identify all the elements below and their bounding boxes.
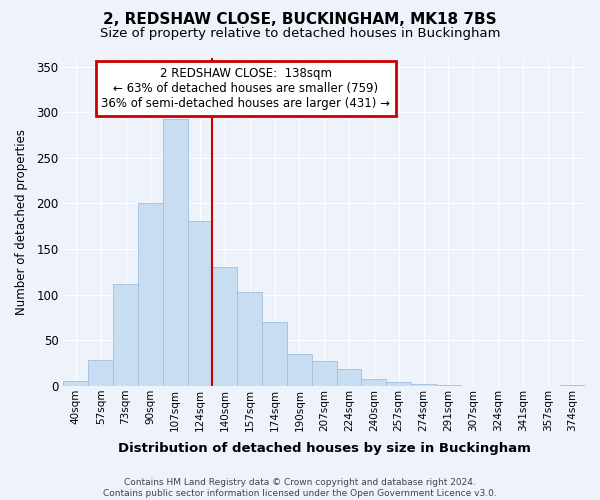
X-axis label: Distribution of detached houses by size in Buckingham: Distribution of detached houses by size … [118,442,530,455]
Bar [163,118,188,386]
Bar [113,284,138,386]
Bar [411,384,436,386]
Bar [337,368,361,386]
Text: 2, REDSHAW CLOSE, BUCKINGHAM, MK18 7BS: 2, REDSHAW CLOSE, BUCKINGHAM, MK18 7BS [103,12,497,28]
Bar [386,382,411,386]
Bar [188,221,212,386]
Bar [88,360,113,386]
Bar [361,378,386,386]
Bar [312,362,337,386]
Bar [262,322,287,386]
Bar [212,268,237,386]
Bar [138,204,163,386]
Bar [436,385,461,386]
Bar [287,354,312,386]
Text: Size of property relative to detached houses in Buckingham: Size of property relative to detached ho… [100,28,500,40]
Y-axis label: Number of detached properties: Number of detached properties [15,128,28,314]
Bar [237,292,262,386]
Bar [560,385,585,386]
Bar [64,382,88,386]
Text: 2 REDSHAW CLOSE:  138sqm
← 63% of detached houses are smaller (759)
36% of semi-: 2 REDSHAW CLOSE: 138sqm ← 63% of detache… [101,68,391,110]
Text: Contains HM Land Registry data © Crown copyright and database right 2024.
Contai: Contains HM Land Registry data © Crown c… [103,478,497,498]
